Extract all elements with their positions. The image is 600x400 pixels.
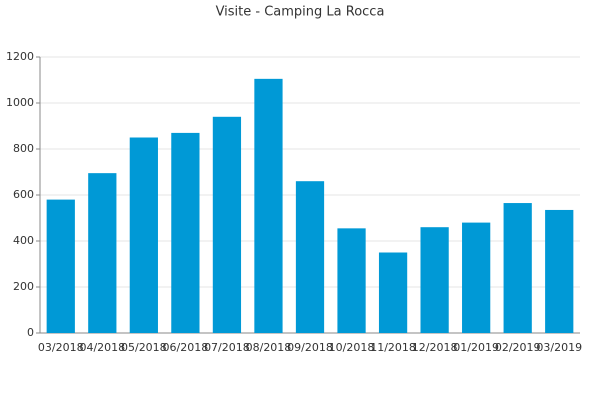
x-tick-label: 11/2018: [370, 341, 416, 354]
bar: [171, 132, 200, 333]
bar: [503, 203, 532, 333]
y-tick-label: 800: [13, 142, 34, 155]
x-tick-label: 01/2019: [453, 341, 499, 354]
x-tick-label: 07/2018: [204, 341, 250, 354]
x-tick-label: 04/2018: [79, 341, 125, 354]
chart-title: Visite - Camping La Rocca: [216, 5, 385, 20]
bar: [254, 78, 283, 333]
x-tick-label: 06/2018: [163, 341, 209, 354]
x-tick-label: 03/2019: [536, 341, 582, 354]
y-tick-label: 1000: [6, 96, 34, 109]
x-tick-label: 08/2018: [246, 341, 292, 354]
y-tick-label: 1200: [6, 50, 34, 63]
bar: [420, 227, 449, 333]
bar: [462, 222, 491, 333]
x-tick-label: 02/2019: [495, 341, 541, 354]
x-tick-label: 12/2018: [412, 341, 458, 354]
y-tick-label: 600: [13, 188, 34, 201]
bar: [545, 209, 574, 333]
bar: [212, 116, 242, 333]
y-tick-label: 400: [13, 234, 34, 247]
bar: [129, 137, 158, 333]
bar: [88, 173, 117, 333]
bar: [295, 181, 325, 333]
bar: [46, 199, 75, 333]
y-tick-label: 0: [27, 326, 34, 339]
bar: [337, 228, 366, 333]
x-tick-label: 05/2018: [121, 341, 167, 354]
bar: [378, 252, 408, 333]
x-tick-label: 10/2018: [329, 341, 375, 354]
x-tick-label: 03/2018: [38, 341, 84, 354]
y-tick-label: 200: [13, 280, 34, 293]
x-tick-label: 09/2018: [287, 341, 333, 354]
